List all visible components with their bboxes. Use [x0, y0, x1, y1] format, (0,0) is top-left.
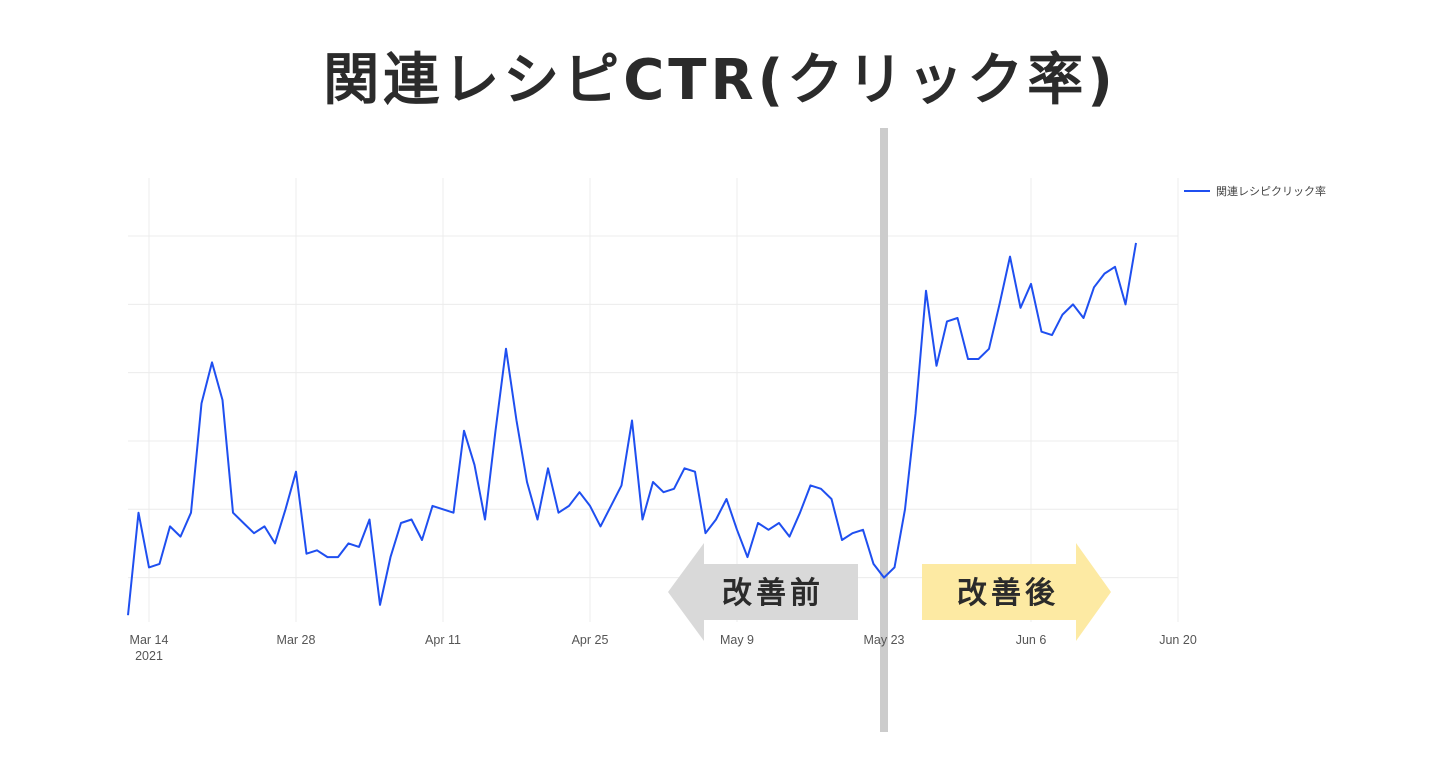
x-tick-label-7: Jun 20	[1159, 633, 1197, 647]
before-arrow-shape	[668, 543, 858, 641]
x-tick-label-5: May 23	[864, 633, 905, 647]
legend: 関連レシピクリック率	[1184, 184, 1326, 198]
x-tick-label-1: Mar 28	[277, 633, 316, 647]
grid-layer	[128, 178, 1179, 622]
x-tick-label-3: Apr 25	[572, 633, 609, 647]
before-arrow: 改善前	[668, 543, 858, 641]
page-title: 関連レシピCTR(クリック率)	[323, 48, 1117, 113]
x-tick-sublabel-0: 2021	[135, 649, 163, 663]
x-tick-label-0: Mar 14	[130, 633, 169, 647]
before-arrow-label: 改善前	[722, 576, 824, 611]
after-arrow: 改善後	[922, 543, 1111, 641]
x-tick-label-6: Jun 6	[1016, 633, 1047, 647]
legend-label: 関連レシピクリック率	[1216, 184, 1326, 198]
after-arrow-shape	[922, 543, 1111, 641]
x-tick-label-2: Apr 11	[425, 633, 461, 647]
line-layer	[127, 242, 1137, 616]
x-tick-label-4: May 9	[720, 633, 754, 647]
series-line-0	[127, 242, 1137, 616]
x-tick-labels: Mar 14 2021 Mar 28 Apr 11 Apr 25 May 9 May 23 J…	[130, 633, 1197, 663]
after-arrow-label: 改善後	[957, 576, 1059, 611]
